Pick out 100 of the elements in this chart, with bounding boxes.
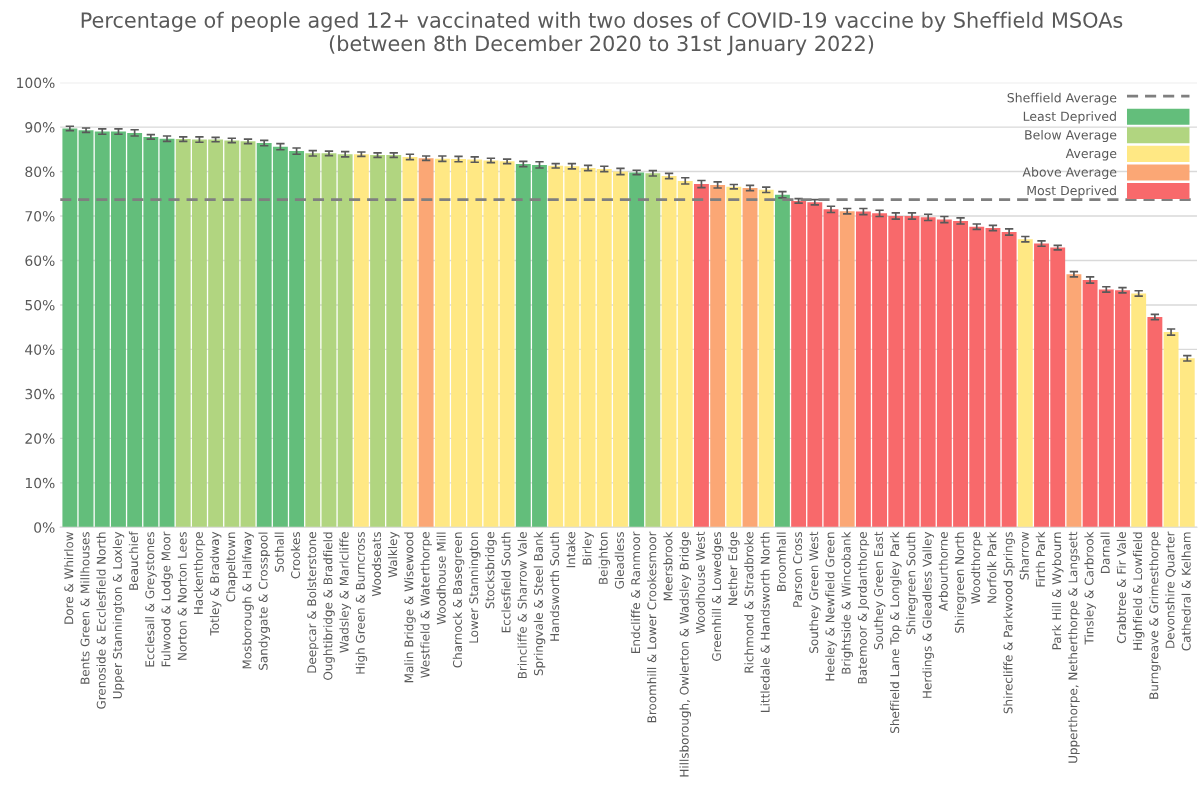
x-tick-label: Wadsley & Marlcliffe (339, 532, 351, 653)
bar (839, 211, 855, 528)
x-tick-label: Upper Stannington & Loxley (112, 531, 125, 699)
chart-title: Percentage of people aged 12+ vaccinated with two doses of COVID-19 vaccine by Sheffield MSOAs (between 8th December 2020 to 31st January 2022) (81, 11, 1123, 56)
legend-label: Below Average (1025, 129, 1117, 142)
x-tick-label: Birley (582, 531, 594, 565)
x-tick-label: Firth Park (1035, 531, 1045, 587)
legend-label: Above Average (1022, 167, 1117, 180)
legend-label: Most Deprived (1027, 185, 1116, 198)
x-tick-label: Handsworth South (549, 532, 560, 641)
x-tick-label: Batemoor & Jordanthorpe (857, 532, 870, 684)
x-tick-label: Herdings & Gleadless Valley (922, 531, 934, 698)
x-tick-label: Nether Edge (728, 532, 740, 605)
x-tick-label: Charnock & Basegreen (452, 532, 465, 668)
bar (499, 161, 515, 528)
x-tick-label: Fulwood & Lodge Moor (161, 531, 173, 667)
x-tick-label: Parson Cross (793, 532, 803, 607)
x-tick-label: Woodseats (371, 532, 382, 597)
x-tick-label: Malin Bridge & Wisewood (404, 532, 416, 683)
bar (1147, 316, 1163, 528)
x-tick-label: Dore & Whirlow (64, 531, 74, 624)
x-tick-label: Heeley & Newfield Green (825, 532, 837, 681)
x-tick-label: Tinsley & Carbrook (1084, 531, 1096, 645)
x-tick-label: Crookes (290, 532, 301, 579)
bar (337, 154, 353, 528)
bar (710, 184, 726, 528)
y-tick-label: 40% (25, 344, 55, 355)
x-tick-label: Hillsborough, Owlerton & Wadsley Bridge (679, 532, 692, 777)
bar (742, 188, 758, 528)
x-tick-label: Upperthorpe, Netherthorpe & Langsett (1068, 531, 1080, 763)
x-tick-label: Littledale & Handsworth North (760, 532, 770, 712)
bar (305, 153, 321, 528)
x-tick-label: Crabtree & Fir Vale (1116, 532, 1126, 644)
legend-label: Least Deprived (1023, 111, 1116, 124)
x-tick-label: Westfield & Waterthorpe (420, 532, 432, 678)
bar (1131, 293, 1147, 528)
y-tick-label: 20% (25, 433, 55, 444)
x-tick-label: Stocksbridge (485, 532, 497, 609)
x-tick-label: Woodthorpe (970, 532, 983, 604)
bar (823, 209, 839, 528)
x-tick-label: Greenhill & Lowedges (711, 532, 724, 661)
x-tick-label: Deepcar & Bolsterstone (307, 532, 319, 673)
y-tick-label: 30% (25, 388, 55, 400)
x-tick-label: Hackenthorpe (193, 532, 206, 614)
x-tick-label: Burngreave & Grimesthorpe (1149, 532, 1161, 699)
x-tick-label: Cathedral & Kelham (1181, 532, 1191, 651)
bar (402, 156, 418, 528)
x-tick-label: Broomhall (776, 532, 786, 591)
bar (693, 184, 709, 528)
x-tick-label: Beighton (598, 532, 611, 584)
legend-label: Sheffield Average (1007, 92, 1117, 105)
y-tick-label: 60% (25, 255, 55, 266)
x-tick-label: Devonshire Quarter (1165, 531, 1176, 648)
x-tick-label: Brightside & Wincobank (841, 531, 853, 674)
x-tick-label: Shirecliffe & Parkwood Springs (1003, 532, 1015, 714)
bar (758, 189, 774, 528)
x-tick-label: Woodhouse Mill (436, 532, 446, 625)
bar (645, 173, 661, 528)
x-tick-label: Meersbrook (663, 531, 673, 601)
bar (159, 138, 175, 528)
x-tick-label: Broomhill & Lower Crookesmoor (647, 531, 657, 723)
y-tick-label: 10% (25, 477, 55, 489)
y-tick-label: 0% (34, 522, 55, 533)
x-tick-label: Shiregreen North (954, 532, 967, 633)
y-tick-label: 50% (25, 299, 55, 311)
x-tick-label: Darnall (1100, 532, 1110, 574)
y-tick-label: 80% (25, 166, 55, 178)
x-tick-label: Highfield & Lowfield (1132, 532, 1145, 650)
x-tick-label: Brincliffe & Sharrow Vale (517, 532, 527, 679)
x-tick-label: Springvale & Steel Bank (533, 531, 546, 676)
x-tick-label: Woodhouse West (695, 531, 705, 634)
x-tick-label: Chapeltown (226, 532, 238, 602)
x-tick-label: Walkley (387, 531, 400, 578)
bar (1001, 232, 1017, 528)
bar (240, 141, 256, 528)
x-tick-label: Ecclesall & Greystones (145, 532, 157, 667)
x-tick-label: Intake (566, 532, 576, 568)
x-tick-label: Shiregreen South (906, 532, 918, 635)
y-tick-label: 70% (25, 211, 55, 222)
x-tick-label: Sheffield Lane Top & Longley Park (889, 531, 902, 733)
x-tick-label: Totley & Bradway (209, 531, 222, 636)
x-tick-label: Grenoside & Ecclesfield North (96, 532, 106, 709)
y-tick-label: 100% (17, 77, 55, 89)
bar (353, 154, 369, 528)
x-tick-label: Southey Green West (809, 531, 821, 653)
bar (321, 153, 337, 528)
x-tick-label: High Green & Burncross (355, 532, 368, 674)
bar (62, 128, 78, 528)
x-tick-label: Southey Green East (873, 531, 886, 650)
bar (904, 216, 920, 528)
x-tick-label: Sharrow (1019, 531, 1029, 580)
x-tick-label: Gleadless (614, 532, 624, 589)
x-tick-label: Endcliffe & Ranmoor (630, 531, 641, 653)
bar (774, 194, 790, 528)
x-tick-label: Oughtibridge & Bradfield (323, 532, 335, 680)
bar (726, 186, 742, 528)
bar (1066, 274, 1082, 528)
bar (1017, 239, 1033, 528)
y-tick-label: 90% (25, 122, 55, 133)
legend-label: Average (1065, 148, 1117, 161)
